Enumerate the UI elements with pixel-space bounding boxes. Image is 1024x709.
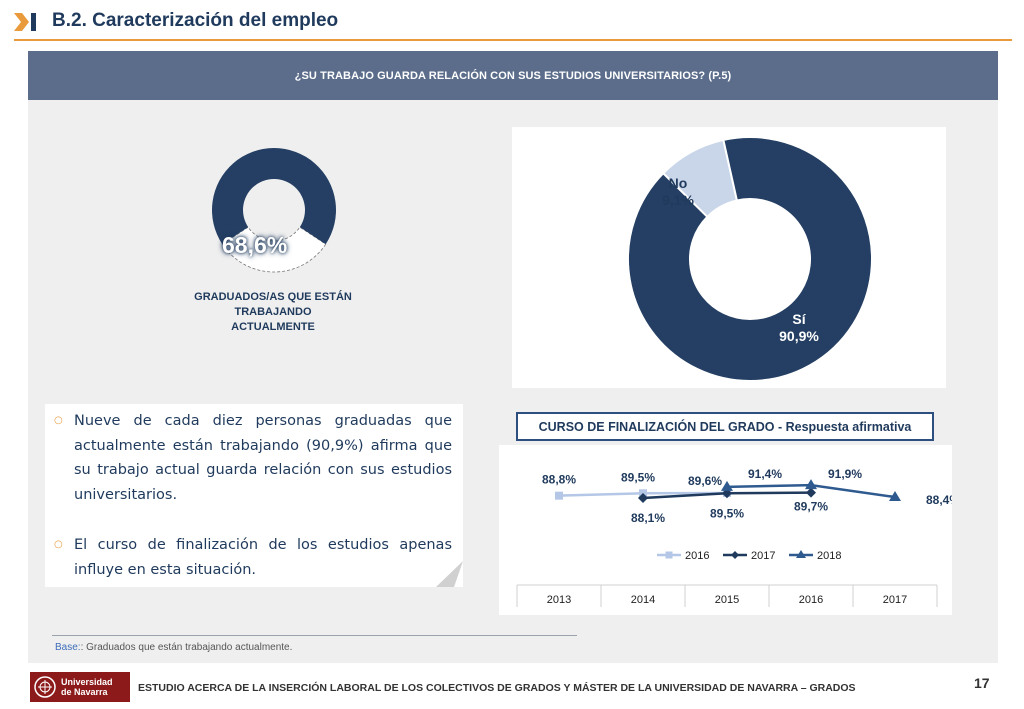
marker-diamond xyxy=(638,493,648,504)
slice-name: Sí xyxy=(792,311,806,327)
chevron-bar-icon xyxy=(14,13,36,31)
marker-triangle xyxy=(889,491,901,502)
page-header: B.2. Caracterización del empleo xyxy=(0,0,1024,42)
line-chart: 2013 2014 2015 2016 2017 88,8% 89,5% 89,6% 88,1%… xyxy=(516,467,960,607)
footer-text: ESTUDIO ACERCA DE LA INSERCIÓN LABORAL D… xyxy=(138,682,856,694)
data-label: 89,5% xyxy=(621,470,655,484)
employment-donut xyxy=(211,147,336,273)
legend-marker xyxy=(665,551,673,559)
x-tick-label: 2016 xyxy=(799,594,823,606)
question-bar: ¿SU TRABAJO GUARDA RELACIÓN CON SUS ESTU… xyxy=(28,51,998,100)
employment-remainder-arc xyxy=(221,226,327,273)
x-tick-label: 2013 xyxy=(547,594,571,606)
header-divider xyxy=(14,39,1012,41)
university-name-line: de Navarra xyxy=(61,687,108,697)
caption-line: ACTUALMENTE xyxy=(231,321,315,333)
relation-donut-chart xyxy=(627,136,873,382)
page-fold-icon xyxy=(436,561,463,587)
marker-triangle xyxy=(805,479,817,490)
donut-slice-si xyxy=(627,136,873,382)
data-label: 91,4% xyxy=(748,467,782,481)
slice-name: No xyxy=(668,175,688,191)
data-label: 89,5% xyxy=(710,506,744,520)
footnote: Base:: Graduados que están trabajando ac… xyxy=(55,642,292,653)
slice-value: 9,1% xyxy=(662,192,694,208)
caption-line: GRADUADOS/AS QUE ESTÁN xyxy=(194,291,352,303)
slice-value: 90,9% xyxy=(779,328,819,344)
bullet-item: ○ El curso de finalización de los estudi… xyxy=(54,533,452,582)
bullet-circle-icon: ○ xyxy=(54,415,63,426)
university-logo: Universidad de Navarra xyxy=(30,672,130,702)
slice-label-si: Sí 90,9% xyxy=(770,311,828,345)
university-seal-icon xyxy=(34,676,56,698)
footnote-label: Base: xyxy=(55,642,81,653)
question-text: ¿SU TRABAJO GUARDA RELACIÓN CON SUS ESTU… xyxy=(294,69,732,82)
legend-label: 2018 xyxy=(817,550,841,562)
data-label: 88,4% xyxy=(926,493,952,507)
data-label: 88,1% xyxy=(631,511,665,525)
data-label: 89,7% xyxy=(794,500,828,514)
marker-triangle xyxy=(721,480,733,491)
summary-card xyxy=(45,404,463,587)
legend-label: 2016 xyxy=(685,550,709,562)
data-label: 89,6% xyxy=(688,474,722,488)
employment-caption: GRADUADOS/AS QUE ESTÁN TRABAJANDO ACTUAL… xyxy=(182,290,364,335)
legend-marker xyxy=(731,551,739,559)
legend-marker xyxy=(796,550,806,558)
footnote-text: : Graduados que están trabajando actualm… xyxy=(80,642,293,653)
footnote-divider xyxy=(52,635,577,636)
x-tick-label: 2015 xyxy=(715,594,739,606)
section-title: B.2. Caracterización del empleo xyxy=(52,10,339,31)
line-chart-title: CURSO DE FINALIZACIÓN DEL GRADO - Respue… xyxy=(538,419,912,434)
marker-square xyxy=(555,491,563,500)
line-chart-card: 2013 2014 2015 2016 2017 88,8% 89,5% 89,6% 88,1%… xyxy=(499,445,960,615)
legend-label: 2017 xyxy=(751,550,775,562)
university-name-line: Universidad xyxy=(61,677,113,687)
bullet-text: El curso de finalización de los estudios… xyxy=(74,537,452,578)
bullet-circle-icon: ○ xyxy=(54,539,63,550)
marker-diamond xyxy=(722,488,732,499)
x-tick-label: 2014 xyxy=(631,594,655,606)
data-label: 88,8% xyxy=(542,473,576,487)
bullet-item: ○ Nueve de cada diez personas graduadas … xyxy=(54,409,452,507)
caption-line: TRABAJANDO xyxy=(234,306,312,318)
marker-diamond xyxy=(806,487,816,498)
line-chart-title-box: CURSO DE FINALIZACIÓN DEL GRADO - Respue… xyxy=(516,412,934,441)
data-label: 91,9% xyxy=(828,467,862,481)
employment-arc xyxy=(211,147,336,245)
x-tick-label: 2017 xyxy=(883,594,907,606)
employment-value: 68,6% xyxy=(222,232,288,258)
bullet-text: Nueve de cada diez personas graduadas qu… xyxy=(74,413,452,503)
university-name: Universidad de Navarra xyxy=(61,677,113,697)
relation-donut-card: No 9,1% Sí 90,9% xyxy=(512,127,946,388)
page-number: 17 xyxy=(974,675,990,691)
slice-label-no: No 9,1% xyxy=(652,175,704,209)
